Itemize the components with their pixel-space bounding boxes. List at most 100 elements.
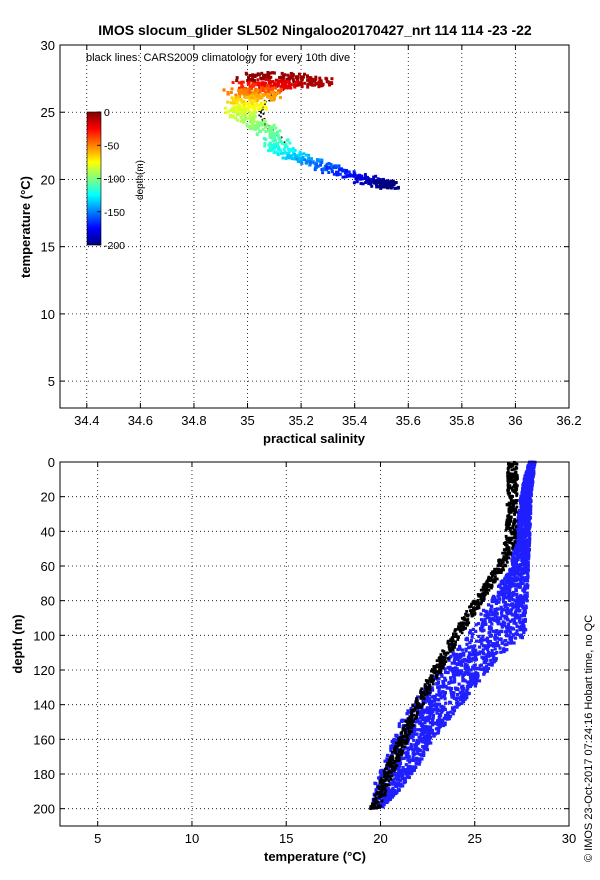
- profile-climatology-point: [443, 656, 447, 660]
- profile-observation-point: [436, 731, 440, 735]
- profile-observation-point: [505, 642, 509, 647]
- profile-observation-point: [465, 663, 469, 667]
- ts-observation-point: [255, 81, 259, 85]
- ts-observation-point: [239, 115, 243, 119]
- profile-climatology-point: [513, 490, 517, 494]
- profile-observation-point: [451, 712, 455, 716]
- profile-climatology-point: [511, 542, 515, 546]
- profile-observation-point: [526, 547, 530, 551]
- profile-observation-point: [506, 592, 510, 596]
- profile-x-ticks: 5 10 15 20 25 30: [94, 462, 576, 846]
- profile-observation-point: [468, 641, 472, 645]
- profile-observation-point: [458, 653, 462, 657]
- profile-climatology-point: [385, 767, 388, 770]
- profile-observation-point: [435, 693, 439, 697]
- profile-observation-point: [448, 700, 452, 704]
- ts-observation-point: [251, 77, 255, 81]
- profile-climatology-point: [511, 502, 514, 506]
- profile-observation-point: [406, 758, 410, 762]
- profile-climatology-point: [507, 465, 511, 469]
- profile-observation-point: [528, 470, 533, 474]
- profile-observation-point: [517, 543, 521, 548]
- profile-observation-point: [510, 569, 514, 574]
- ts-observation-point: [325, 166, 329, 170]
- profile-climatology-point: [509, 519, 513, 523]
- profile-observation-point: [454, 657, 458, 661]
- profile-climatology-point: [461, 621, 465, 625]
- profile-observation-point: [461, 689, 465, 693]
- profile-observation-point: [460, 659, 464, 663]
- profile-observation-point: [460, 663, 464, 667]
- profile-observation-point: [400, 719, 404, 724]
- profile-observation-point: [496, 620, 500, 624]
- profile-observation-point: [503, 639, 507, 643]
- ts-observation-point: [243, 116, 247, 120]
- profile-observation-point: [527, 487, 531, 491]
- profile-observation-point: [521, 546, 525, 550]
- profile-climatology-point: [388, 770, 392, 774]
- profile-climatology-point: [514, 510, 518, 514]
- profile-observation-point: [512, 556, 516, 560]
- ts-observation-point: [282, 147, 286, 151]
- profile-observation-point: [455, 667, 459, 671]
- profile-climatology-point: [507, 546, 511, 549]
- profile-observation-point: [452, 667, 457, 671]
- profile-observation-point: [451, 672, 455, 676]
- profile-observation-point: [512, 619, 517, 623]
- profile-observation-point: [517, 619, 522, 623]
- ts-observation-point: [247, 125, 251, 129]
- ts-observation-point: [236, 118, 240, 122]
- profile-observation-point: [404, 736, 408, 741]
- profile-observation-point: [480, 622, 485, 627]
- profile-climatology-point: [400, 745, 404, 748]
- ts-observation-point: [355, 176, 359, 180]
- profile-observation-point: [450, 668, 454, 672]
- profile-climatology-point: [430, 668, 434, 671]
- profile-climatology-point: [494, 571, 498, 574]
- profile-climatology-point: [394, 751, 398, 755]
- profile-observation-point: [525, 586, 530, 590]
- profile-climatology-point: [448, 647, 451, 651]
- ts-observation-point: [344, 168, 348, 172]
- ts-observation-point: [264, 91, 268, 95]
- profile-climatology-point: [480, 598, 484, 602]
- profile-observation-point: [517, 625, 521, 629]
- profile-observation-point: [439, 709, 443, 713]
- ts-observation-point: [319, 79, 323, 83]
- ts-observation-point: [229, 101, 233, 105]
- profile-climatology-point: [440, 657, 444, 660]
- profile-observation-point: [527, 555, 531, 559]
- profile-observation-point: [467, 659, 472, 663]
- profile-observation-point: [512, 548, 516, 552]
- ts-observation-point: [279, 139, 283, 143]
- ts-observation-point: [274, 86, 278, 90]
- profile-climatology-point: [509, 494, 513, 498]
- profile-observation-point: [439, 721, 443, 725]
- profile-observation-point: [379, 772, 383, 776]
- ts-observation-point: [247, 80, 251, 84]
- ts-observation-point: [256, 78, 260, 82]
- ts-observation-point: [264, 107, 268, 111]
- ts-observation-point: [253, 95, 257, 99]
- profile-climatology-point: [507, 493, 511, 496]
- profile-observation-point: [458, 670, 462, 674]
- profile-observation-point: [407, 768, 411, 773]
- profile-observation-point: [438, 692, 442, 697]
- profile-observation-point: [424, 729, 428, 733]
- ts-observation-point: [264, 129, 268, 133]
- ts-observation-point: [348, 174, 352, 178]
- profile-y-tick-label: 160: [33, 732, 55, 747]
- profile-climatology-point: [511, 472, 514, 476]
- profile-observation-point: [515, 595, 519, 599]
- profile-observation-point: [494, 599, 498, 603]
- ts-observation-point: [361, 182, 365, 186]
- profile-climatology-point: [506, 514, 510, 518]
- ts-observation-point: [379, 183, 383, 187]
- profile-observation-point: [460, 648, 464, 652]
- profile-climatology-point: [397, 750, 401, 754]
- profile-observation-point: [473, 672, 477, 676]
- profile-climatology-point: [508, 541, 511, 544]
- profile-climatology-point: [393, 760, 397, 763]
- profile-observation-point: [521, 588, 525, 592]
- profile-observation-point: [462, 653, 466, 657]
